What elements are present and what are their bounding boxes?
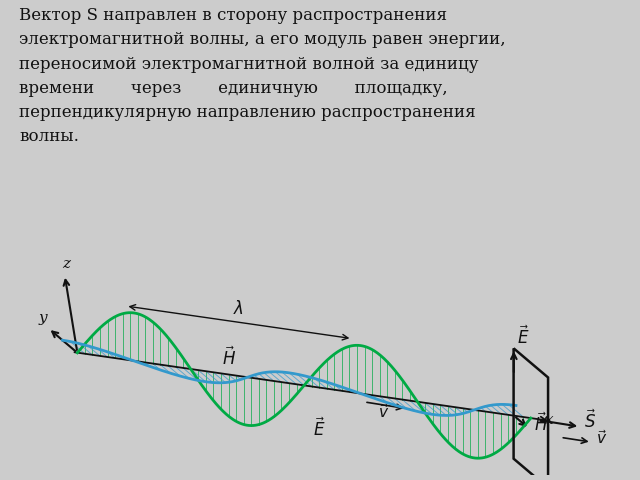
Text: Вектор S направлен в сторону распространения
электромагнитной волны, а его модул: Вектор S направлен в сторону распростран… — [19, 7, 506, 145]
Text: z: z — [62, 257, 70, 271]
Text: $\vec{E}$: $\vec{E}$ — [312, 417, 325, 440]
Text: $\vec{H}$: $\vec{H}$ — [221, 347, 236, 369]
Text: $\vec{H}$: $\vec{H}$ — [534, 413, 548, 435]
Text: y: y — [38, 312, 47, 325]
Text: $\lambda$: $\lambda$ — [234, 300, 244, 318]
Text: $\vec{S}$: $\vec{S}$ — [584, 409, 596, 432]
Text: $\vec{v}$: $\vec{v}$ — [378, 403, 390, 421]
Text: $\vec{E}$: $\vec{E}$ — [516, 325, 529, 348]
Text: $\vec{v}$: $\vec{v}$ — [596, 429, 607, 446]
Text: x: x — [545, 413, 554, 427]
